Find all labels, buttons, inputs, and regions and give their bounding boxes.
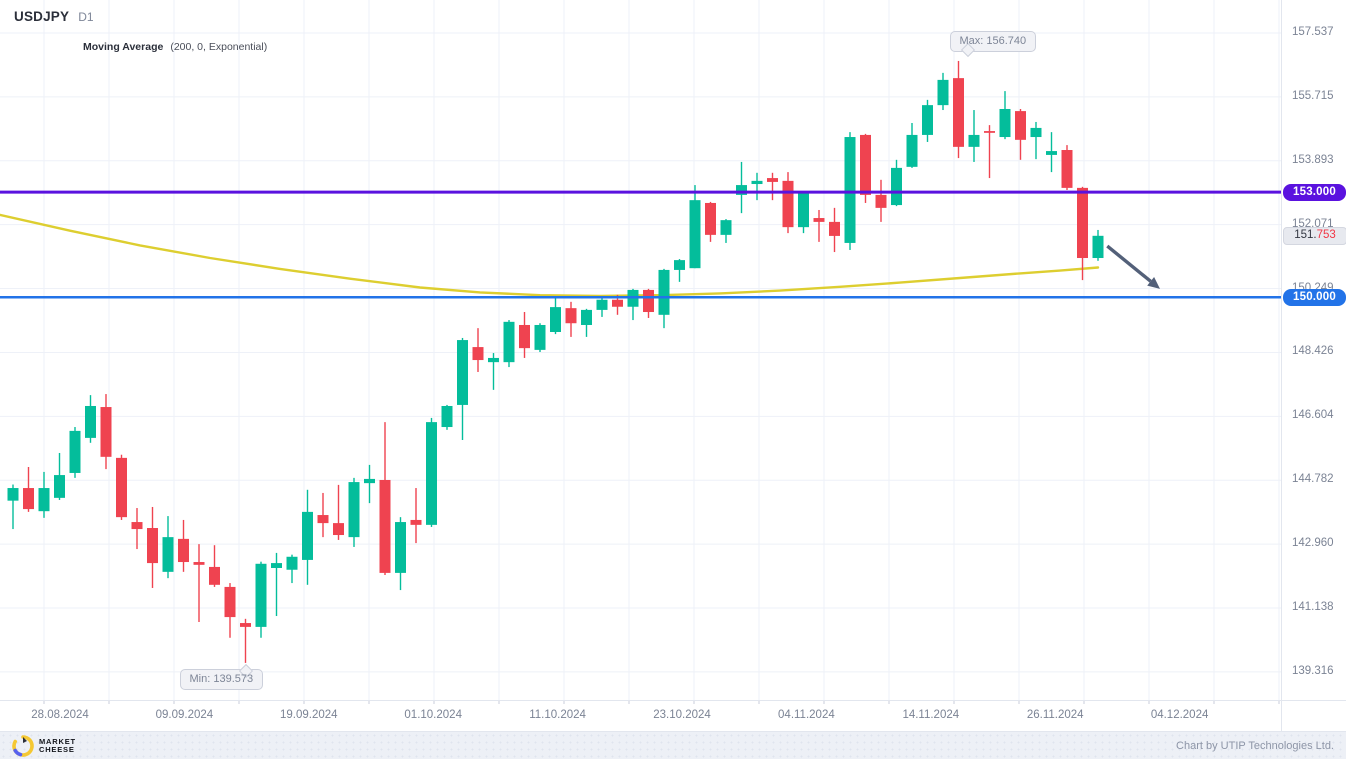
y-axis-label: 148.426 [1292, 345, 1334, 358]
max-price-tooltip: Max: 156.740 [949, 31, 1037, 58]
y-axis-label: 157.537 [1292, 26, 1334, 38]
footer-bar: MARKET CHEESE Chart by UTIP Technologies… [0, 731, 1346, 759]
x-axis-label: 01.10.2024 [404, 709, 462, 721]
y-axis-label: 153.893 [1292, 153, 1334, 166]
y-axis-label: 144.782 [1292, 473, 1334, 486]
timeframe-label: D1 [78, 10, 94, 24]
logo-text: MARKET CHEESE [39, 736, 76, 754]
x-axis-label: 14.11.2024 [902, 709, 960, 721]
indicator-params: (200, 0, Exponential) [170, 41, 268, 53]
x-axis-label: 04.12.2024 [1150, 709, 1209, 721]
time-axis[interactable]: 28.08.2024 09.09.2024 19.09.2024 01.10.2024… [0, 700, 1346, 731]
last-price-badge: 151.753 [1283, 226, 1346, 245]
trend-arrow-head [1147, 277, 1160, 289]
y-axis-label: 141.138 [1292, 601, 1334, 614]
x-axis-label: 09.09.2024 [155, 709, 214, 721]
y-axis-label: 152.071 [1292, 217, 1334, 230]
x-axis-label: 19.09.2024 [280, 709, 338, 721]
grid-layer [0, 0, 1285, 704]
chart-credit-text: Chart by UTIP Technologies Ltd. [1176, 739, 1334, 752]
price-axis[interactable]: 139.316 141.138 142.960 144.782 146.604 148.4… [1281, 0, 1346, 731]
x-axis-label: 11.10.2024 [529, 709, 586, 721]
x-axis-label: 23.10.2024 [653, 709, 711, 721]
x-axis-label: 26.11.2024 [1026, 709, 1084, 721]
cheese-icon [12, 734, 34, 757]
indicator-name: Moving Average [83, 41, 164, 53]
market-cheese-logo[interactable]: MARKET CHEESE [12, 734, 76, 757]
y-axis-label: 139.316 [1292, 664, 1334, 677]
min-price-tooltip: Min: 139.573 [179, 663, 264, 690]
level-price-badge-153: 153.000 [1283, 183, 1346, 201]
y-axis-label: 146.604 [1292, 409, 1334, 422]
candles-layer [7, 60, 1104, 663]
x-axis-label: 04.11.2024 [778, 709, 835, 721]
indicator-legend[interactable]: Moving Average (200, 0, Exponential) [83, 37, 267, 55]
chart-header: USDJPY D1 [14, 8, 94, 26]
level-price-badge-150: 150.000 [1283, 288, 1346, 306]
trend-arrow-shaft [1106, 244, 1152, 283]
symbol-title: USDJPY [14, 9, 70, 24]
y-axis-label: 142.960 [1292, 537, 1334, 550]
moving-average-line [0, 213, 1100, 298]
y-axis-label: 155.715 [1292, 89, 1334, 102]
x-axis-label: 28.08.2024 [31, 709, 89, 721]
